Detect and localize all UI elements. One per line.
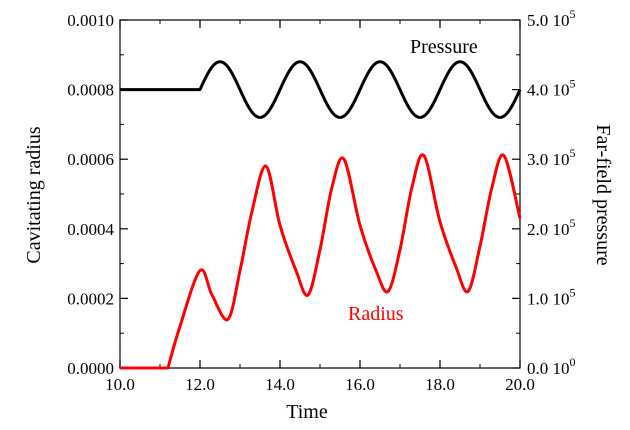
y-tick-label-right-exponent: 5: [570, 77, 576, 91]
series-lines: [120, 60, 522, 370]
x-tick-label: 16.0: [345, 375, 375, 394]
x-tick-label: 20.0: [505, 375, 535, 394]
y-tick-label-left: 0.0004: [67, 220, 114, 239]
y-tick-label-right: 2.0 105: [527, 216, 576, 239]
pressure-annotation: Pressure: [410, 36, 478, 58]
y-tick-label-left: 0.0008: [67, 81, 114, 100]
y-tick-label-right: 5.0 105: [527, 7, 576, 30]
x-tick-label: 18.0: [425, 375, 455, 394]
y-tick-label-right-exponent: 5: [570, 285, 576, 299]
y-tick-label-right: 4.0 105: [527, 77, 576, 100]
y-tick-label-right-exponent: 5: [570, 146, 576, 160]
x-tick-label: 14.0: [265, 375, 295, 394]
tick-labels: 10.0 12.0 14.0 16.0 18.0 20.0 0.0000 0.0002 0.00…: [67, 7, 575, 394]
y-tick-label-left: 0.0006: [67, 150, 114, 169]
plot-area: [119, 19, 521, 369]
y-tick-label-left: 0.0010: [67, 11, 114, 30]
y-tick-label-right-exponent: 0: [570, 355, 576, 369]
tick-marks: [119, 19, 521, 369]
y-tick-label-right-exponent: 5: [570, 216, 576, 230]
y-axis-title-left: Cavitating radius: [23, 126, 45, 263]
plot-frame: [119, 19, 521, 369]
y-tick-label-right: 0.0 100: [527, 355, 576, 378]
x-tick-label: 10.0: [105, 375, 135, 394]
pressure-series-line: [120, 60, 522, 119]
radius-annotation: Radius: [348, 303, 404, 325]
radius-series-line: [120, 153, 522, 370]
y-tick-label-left: 0.0000: [67, 359, 114, 378]
x-tick-label: 12.0: [185, 375, 215, 394]
y-tick-label-left: 0.0002: [67, 289, 114, 308]
y-tick-label-right-exponent: 5: [570, 7, 576, 21]
y-tick-label-right: 3.0 105: [527, 146, 576, 169]
y-tick-label-right: 1.0 105: [527, 285, 576, 308]
y-axis-title-right: Far-field pressure: [592, 124, 614, 265]
x-axis-title: Time: [286, 401, 328, 423]
